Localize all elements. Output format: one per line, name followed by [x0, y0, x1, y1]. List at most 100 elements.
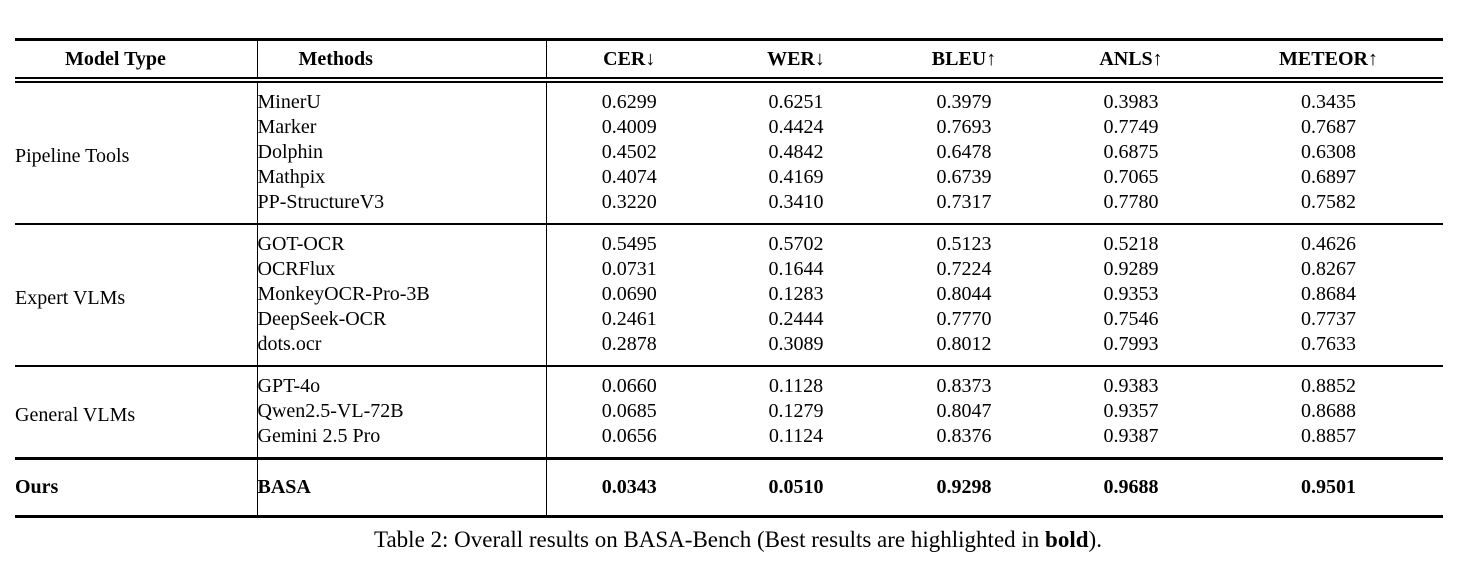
table-body: Pipeline Tools MinerU 0.6299 0.6251 0.3979 0.… — [15, 79, 1443, 518]
metric-value-cell: 0.9298 — [880, 457, 1048, 518]
results-table: Model Type Methods CER↓ WER↓ BLEU↑ ANLS↑… — [15, 38, 1443, 518]
metric-value-cell: 0.7993 — [1103, 333, 1159, 355]
table-row: Expert VLMs GOT-OCR 0.5495 0.5702 0.5123 0.52… — [15, 223, 1443, 366]
column-header-wer: WER↓ — [712, 38, 880, 83]
caption-text: Table 2: Overall results on BASA-Bench (… — [374, 527, 1046, 552]
caption-bold-word: bold — [1045, 527, 1089, 552]
metric-value-cell: 0.1128 — [712, 365, 880, 399]
metric-value-cell: 0.8376 — [936, 425, 992, 447]
table-row: Pipeline Tools MinerU 0.6299 0.6251 0.3979 0.… — [15, 79, 1443, 224]
metric-value-cell: 0.4009 — [545, 115, 712, 140]
column-header-anls: ANLS↑ — [1048, 38, 1214, 83]
method-cell: BASA — [256, 457, 546, 518]
metric-value-cell: 0.0510 — [712, 457, 880, 518]
metric-value-cell: 0.4074 — [545, 165, 712, 190]
metric-value-cell: 0.8857 — [1301, 425, 1356, 447]
metric-value-cell: 0.8684 — [1301, 283, 1356, 305]
metric-value-cell: 0.4842 — [768, 141, 824, 163]
metric-value-cell: 0.6308 — [1301, 141, 1356, 163]
metric-value-cell: 0.9383 — [1048, 365, 1214, 399]
table-row: dots.ocr 0.2878 0.3089 0.8012 0.7993 0.7633 — [15, 332, 1443, 366]
model-type-cell: Pipeline Tools — [15, 79, 257, 224]
table-header-row: Model Type Methods CER↓ WER↓ BLEU↑ ANLS↑… — [15, 38, 1443, 83]
metric-value-cell: 0.4424 — [768, 116, 824, 138]
metric-value-cell: 0.4502 — [545, 140, 712, 165]
metric-value-cell: 0.5218 — [1048, 223, 1214, 257]
column-header-meteor: METEOR↑ — [1214, 38, 1443, 83]
metric-value-cell: 0.9501 — [1214, 457, 1443, 518]
metric-value-cell: 0.6251 — [712, 79, 880, 115]
metric-value-cell: 0.6478 — [936, 141, 992, 163]
table-caption: Table 2: Overall results on BASA-Bench (… — [0, 527, 1476, 553]
metric-value-cell: 0.3979 — [880, 79, 1048, 115]
metric-value-cell: 0.8047 — [936, 400, 992, 422]
metric-value-cell: 0.0685 — [545, 399, 712, 424]
metric-value-cell: 0.0690 — [545, 282, 712, 307]
metric-value-cell: 0.1283 — [768, 283, 824, 305]
method-cell: Dolphin — [256, 140, 546, 165]
method-cell: GPT-4o — [256, 365, 546, 399]
metric-value-cell: 0.9353 — [1103, 283, 1159, 305]
metric-value-cell: 0.7317 — [936, 191, 992, 213]
metric-value-cell: 0.7546 — [1103, 308, 1159, 330]
metric-value-cell: 0.4626 — [1214, 223, 1443, 257]
metric-value-cell: 0.2444 — [768, 308, 824, 330]
method-cell: Mathpix — [256, 165, 546, 190]
metric-value-cell: 0.7749 — [1103, 116, 1159, 138]
metric-value-cell: 0.9357 — [1103, 400, 1159, 422]
table-row: Mathpix 0.4074 0.4169 0.6739 0.7065 0.6897 — [15, 165, 1443, 190]
metric-value-cell: 0.6299 — [545, 79, 712, 115]
table-row: General VLMs GPT-4o 0.0660 0.1128 0.8373 0.93… — [15, 365, 1443, 459]
metric-value-cell: 0.2878 — [545, 332, 712, 366]
method-cell: MinerU — [256, 79, 546, 115]
metric-value-cell: 0.3089 — [768, 333, 824, 355]
method-cell: Marker — [256, 115, 546, 140]
table-row: Ours BASA 0.0343 0.0510 0.9298 0.9688 0.9501 — [15, 457, 1443, 518]
metric-value-cell: 0.7582 — [1301, 191, 1356, 213]
method-cell: GOT-OCR — [256, 223, 546, 257]
metric-value-cell: 0.7737 — [1301, 308, 1356, 330]
metric-value-cell: 0.8852 — [1214, 365, 1443, 399]
metric-value-cell: 0.7770 — [936, 308, 992, 330]
metric-value-cell: 0.5702 — [712, 223, 880, 257]
caption-suffix: ). — [1088, 527, 1102, 552]
table-row: PP-StructureV3 0.3220 0.3410 0.7317 0.7780 0.… — [15, 190, 1443, 224]
model-type-cell: Ours — [15, 457, 257, 518]
metric-value-cell: 0.5123 — [880, 223, 1048, 257]
metric-value-cell: 0.4169 — [768, 166, 824, 188]
metric-value-cell: 0.1124 — [768, 425, 824, 447]
metric-value-cell: 0.6739 — [936, 166, 992, 188]
metric-value-cell: 0.0660 — [545, 365, 712, 399]
method-cell: DeepSeek-OCR — [256, 307, 546, 332]
table-row: Marker 0.4009 0.4424 0.7693 0.7749 0.7687 — [15, 115, 1443, 140]
metric-value-cell: 0.3435 — [1214, 79, 1443, 115]
table-row: Qwen2.5-VL-72B 0.0685 0.1279 0.8047 0.9357 0.… — [15, 399, 1443, 424]
metric-value-cell: 0.9387 — [1103, 425, 1159, 447]
metric-value-cell: 0.3410 — [768, 191, 824, 213]
metric-value-cell: 0.1279 — [768, 400, 824, 422]
metric-value-cell: 0.2461 — [545, 307, 712, 332]
metric-value-cell: 0.9289 — [1103, 258, 1159, 280]
metric-value-cell: 0.7065 — [1103, 166, 1159, 188]
table-row: OCRFlux 0.0731 0.1644 0.7224 0.9289 0.8267 — [15, 257, 1443, 282]
metric-value-cell: 0.8044 — [936, 283, 992, 305]
metric-value-cell: 0.7633 — [1301, 333, 1356, 355]
metric-value-cell: 0.0343 — [545, 457, 712, 518]
model-type-cell: General VLMs — [15, 365, 257, 459]
method-cell: Qwen2.5-VL-72B — [256, 399, 546, 424]
metric-value-cell: 0.0731 — [545, 257, 712, 282]
metric-value-cell: 0.8688 — [1301, 400, 1356, 422]
metric-value-cell: 0.7693 — [936, 116, 992, 138]
metric-value-cell: 0.8012 — [936, 333, 992, 355]
metric-value-cell: 0.5495 — [545, 223, 712, 257]
method-cell: Gemini 2.5 Pro — [256, 424, 546, 459]
column-header-model-type: Model Type — [15, 38, 257, 83]
method-cell: OCRFlux — [256, 257, 546, 282]
metric-value-cell: 0.7687 — [1301, 116, 1356, 138]
table-row: MonkeyOCR-Pro-3B 0.0690 0.1283 0.8044 0.9353… — [15, 282, 1443, 307]
model-type-cell: Expert VLMs — [15, 223, 257, 366]
method-cell: PP-StructureV3 — [256, 190, 546, 224]
metric-value-cell: 0.3983 — [1048, 79, 1214, 115]
column-header-bleu: BLEU↑ — [880, 38, 1048, 83]
metric-value-cell: 0.8373 — [880, 365, 1048, 399]
